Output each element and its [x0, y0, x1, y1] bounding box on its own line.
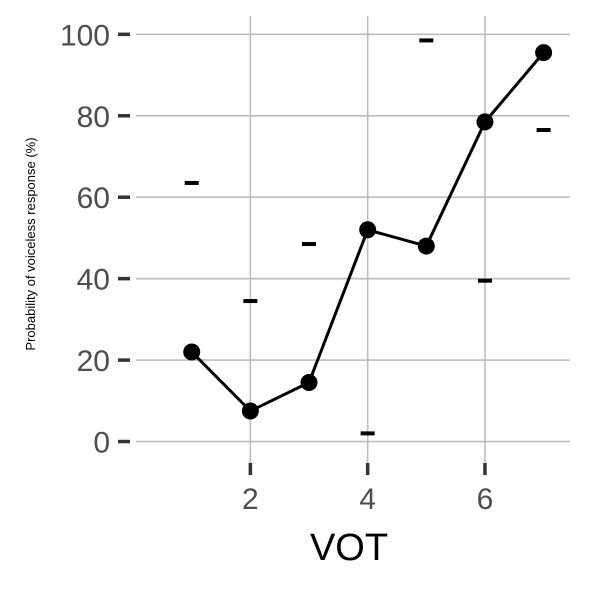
dash-markers: [184, 38, 551, 436]
y-tick-label: 20: [77, 345, 110, 378]
data-point: [417, 237, 435, 255]
y-tick-label: 40: [77, 264, 110, 297]
series: [183, 44, 553, 420]
y-tick-label: 80: [77, 101, 110, 134]
y-axis-title: Probability of voiceless response (%): [23, 137, 38, 350]
data-point: [300, 373, 318, 391]
data-point: [476, 113, 494, 131]
data-point: [535, 44, 553, 62]
data-point: [183, 343, 201, 361]
axis-ticks: 0 20 40 60 80 100 2 4 6: [60, 19, 493, 516]
data-point: [359, 221, 377, 239]
y-tick-label: 100: [60, 19, 110, 52]
x-tick-label: 6: [477, 483, 494, 516]
data-point: [241, 402, 259, 420]
x-axis-title: VOT: [310, 527, 388, 569]
y-tick-label: 0: [93, 427, 110, 460]
grid: [136, 16, 570, 468]
y-tick-label: 60: [77, 182, 110, 215]
x-tick-label: 4: [359, 483, 376, 516]
x-tick-label: 2: [242, 483, 259, 516]
